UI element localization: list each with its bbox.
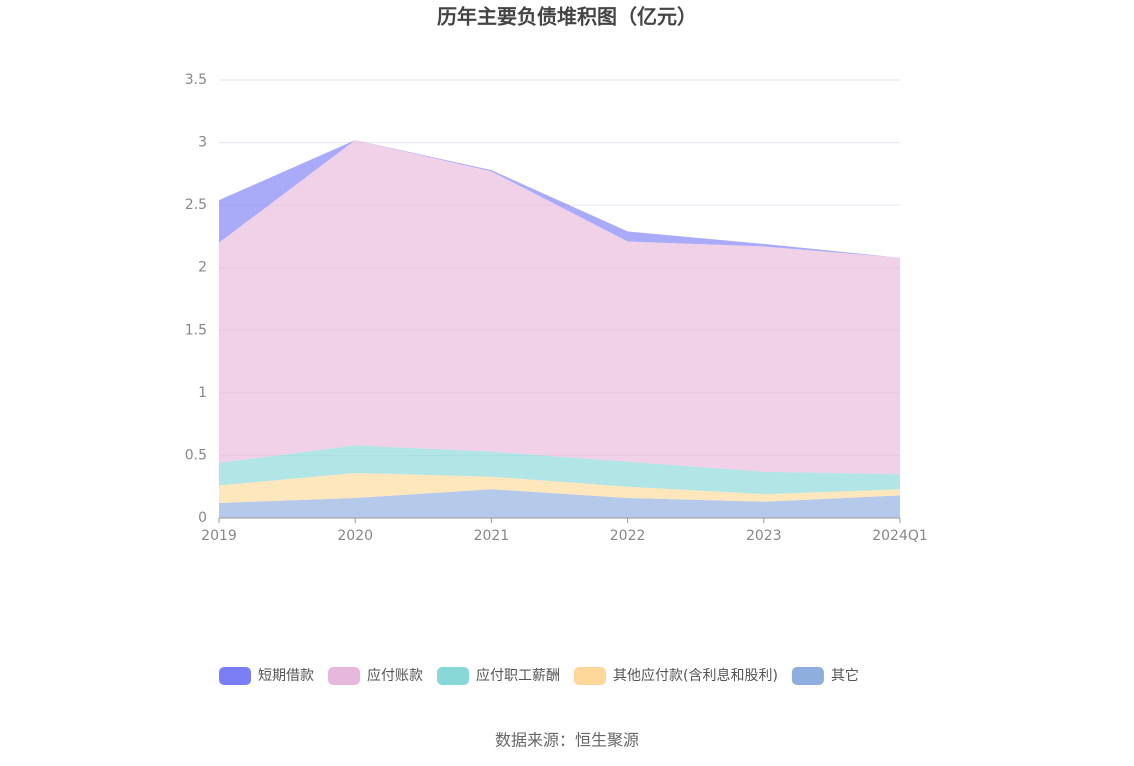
y-tick-label: 0	[198, 510, 207, 526]
x-tick-label: 2021	[474, 528, 510, 544]
legend-swatch	[791, 667, 824, 685]
y-tick-label: 1	[198, 385, 207, 401]
y-tick-label: 0.5	[185, 447, 207, 463]
y-tick-label: 2	[198, 260, 207, 276]
area	[219, 140, 900, 475]
legend-swatch	[219, 667, 251, 685]
chart-title: 历年主要负债堆积图（亿元）	[437, 5, 697, 29]
legend-label: 其他应付款(含利息和股利)	[613, 667, 778, 684]
legend-label: 应付账款	[367, 667, 423, 684]
legend-swatch	[437, 667, 469, 685]
source: 数据来源：恒生聚源	[495, 731, 639, 750]
y-tick-label: 2.5	[185, 197, 207, 213]
x-tick-label: 2024Q1	[872, 528, 928, 544]
legend-label: 应付职工薪酬	[476, 667, 560, 684]
y-tick-label: 3	[198, 135, 207, 151]
area	[219, 445, 900, 495]
area	[219, 489, 900, 518]
y-tick-label: 3.5	[185, 72, 207, 88]
legend-swatch	[328, 667, 360, 685]
legend-swatch	[574, 667, 606, 685]
x-tick-label: 2019	[201, 528, 237, 544]
x-tick-label: 2022	[610, 528, 646, 544]
y-tick-label: 1.5	[185, 322, 207, 338]
x-tick-label: 2020	[337, 528, 373, 544]
legend-label: 短期借款	[258, 668, 314, 684]
x-tick-label: 2023	[746, 528, 782, 544]
legend-label: 其它	[831, 667, 859, 684]
area	[219, 472, 900, 503]
